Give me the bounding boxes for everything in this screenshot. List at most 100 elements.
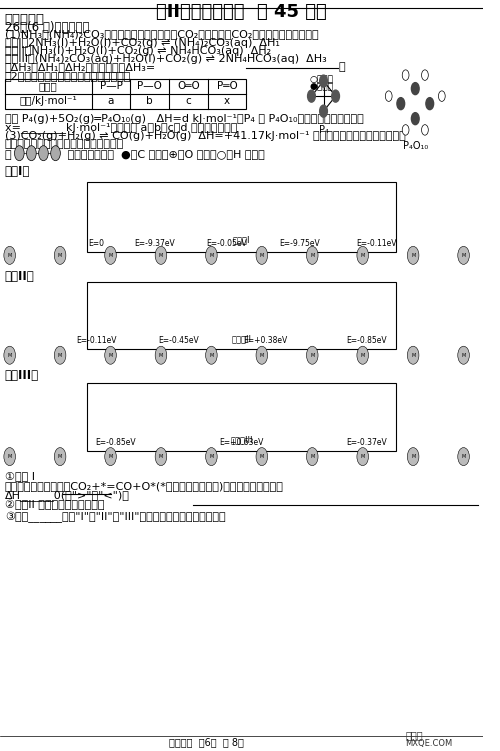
Text: M: M xyxy=(17,151,21,155)
Circle shape xyxy=(26,146,36,161)
Text: M: M xyxy=(462,253,466,258)
Circle shape xyxy=(155,246,167,264)
Text: 步骤I：: 步骤I： xyxy=(5,165,30,178)
Bar xyxy=(87,182,396,252)
Text: M: M xyxy=(8,454,12,459)
Circle shape xyxy=(38,146,48,161)
Text: M: M xyxy=(159,353,163,357)
Text: 键能/kJ·mol⁻¹: 键能/kJ·mol⁻¹ xyxy=(20,96,77,107)
Text: M: M xyxy=(210,353,214,357)
Text: M: M xyxy=(210,454,214,459)
Text: E=+0.63eV: E=+0.63eV xyxy=(219,438,264,447)
Text: ΔH______0(填">"或"<")。: ΔH______0(填">"或"<")。 xyxy=(5,490,130,501)
Text: P—P: P—P xyxy=(100,81,122,92)
Circle shape xyxy=(320,105,328,117)
Circle shape xyxy=(4,448,16,466)
Text: M: M xyxy=(41,151,46,155)
Circle shape xyxy=(408,346,419,364)
Bar xyxy=(87,282,396,349)
Text: E=+0.38eV: E=+0.38eV xyxy=(244,336,288,345)
Circle shape xyxy=(386,91,392,101)
Text: 步骤II：: 步骤II： xyxy=(5,270,34,283)
Circle shape xyxy=(306,448,318,466)
Text: 第II卷（非选择题  共 45 分）: 第II卷（非选择题 共 45 分） xyxy=(156,3,327,21)
Text: M: M xyxy=(310,253,314,258)
Circle shape xyxy=(320,75,328,87)
Text: E=-0.37eV: E=-0.37eV xyxy=(346,438,388,447)
Text: ①步骤 I: ①步骤 I xyxy=(5,471,35,481)
Text: M: M xyxy=(58,353,62,357)
Circle shape xyxy=(426,98,434,110)
Text: M: M xyxy=(29,151,34,155)
Bar xyxy=(87,383,396,451)
Circle shape xyxy=(4,246,16,264)
Circle shape xyxy=(438,91,445,101)
Text: x=________kJ·mol⁻¹。（用含 a、b、c、d 的代数式表示）: x=________kJ·mol⁻¹。（用含 a、b、c、d 的代数式表示） xyxy=(5,122,237,134)
Circle shape xyxy=(4,346,16,364)
Text: 则ΔH₃与ΔH₁、ΔH₂之间的关系是ΔH₃=: 则ΔH₃与ΔH₁、ΔH₂之间的关系是ΔH₃= xyxy=(5,62,156,72)
Text: M: M xyxy=(411,353,416,357)
Circle shape xyxy=(332,90,340,102)
Text: E=-0.85eV: E=-0.85eV xyxy=(96,438,136,447)
Text: ②步骤II 方框内的反应方程式为: ②步骤II 方框内的反应方程式为 xyxy=(5,500,104,511)
Text: 26．(6 分)按要求填空: 26．(6 分)按要求填空 xyxy=(5,21,89,34)
Text: 化学键: 化学键 xyxy=(39,81,58,92)
Circle shape xyxy=(104,346,117,364)
Text: M: M xyxy=(159,253,163,258)
Text: 已知 P₄(g)+5O₂(g)═P₄O₁₀(g)   ΔH=d kJ·mol⁻¹，P₄ 及 P₄O₁₀的结构如图所示。表中: 已知 P₄(g)+5O₂(g)═P₄O₁₀(g) ΔH=d kJ·mol⁻¹，P… xyxy=(5,114,364,124)
Circle shape xyxy=(422,125,428,135)
Circle shape xyxy=(54,246,66,264)
Circle shape xyxy=(308,90,316,102)
Text: P—O: P—O xyxy=(138,81,162,92)
Text: E=-0.45eV: E=-0.45eV xyxy=(158,336,199,345)
Circle shape xyxy=(402,70,409,80)
Circle shape xyxy=(357,448,368,466)
Text: M: M xyxy=(310,454,314,459)
Circle shape xyxy=(458,448,469,466)
Text: 反应II：NH₃(l)+H₂O(l)+CO₂(g) ⇌ NH₄HCO₃(aq)  ΔH₂: 反应II：NH₃(l)+H₂O(l)+CO₂(g) ⇌ NH₄HCO₃(aq) … xyxy=(5,46,271,56)
Text: M: M xyxy=(411,454,416,459)
Text: P₄O₁₀: P₄O₁₀ xyxy=(402,141,428,151)
Text: M: M xyxy=(260,353,264,357)
Text: MXQE.COM: MXQE.COM xyxy=(406,739,453,748)
Text: P₄: P₄ xyxy=(318,125,328,134)
Text: 反应I：2NH₃(l)+H₂O(l)+CO₂(g) ⇌ (NH₄)₂CO₃(aq)  ΔH₁: 反应I：2NH₃(l)+H₂O(l)+CO₂(g) ⇌ (NH₄)₂CO₃(aq… xyxy=(5,38,280,47)
Circle shape xyxy=(155,346,167,364)
Circle shape xyxy=(357,346,368,364)
Text: c: c xyxy=(186,96,191,107)
Text: P═O: P═O xyxy=(216,81,238,92)
Text: 过渡态II: 过渡态II xyxy=(232,334,252,343)
Text: O═O: O═O xyxy=(177,81,200,92)
Text: M: M xyxy=(8,253,12,258)
Text: M: M xyxy=(411,253,416,258)
Circle shape xyxy=(206,346,217,364)
Text: M: M xyxy=(260,454,264,459)
Text: 程的微观示意和相对能量变化如图所示：: 程的微观示意和相对能量变化如图所示： xyxy=(5,139,124,149)
Text: E=-0.05eV: E=-0.05eV xyxy=(206,239,248,248)
Text: 方框内的反应方程式为CO₂+*=CO+O*(*为催化剂活性位点)由图可知，其反应热: 方框内的反应方程式为CO₂+*=CO+O*(*为催化剂活性位点)由图可知，其反应… xyxy=(5,481,283,490)
Circle shape xyxy=(397,98,404,110)
Text: M: M xyxy=(210,253,214,258)
Circle shape xyxy=(357,246,368,264)
Text: 。: 。 xyxy=(338,62,344,72)
Circle shape xyxy=(422,70,428,80)
Circle shape xyxy=(402,125,409,135)
Circle shape xyxy=(104,448,117,466)
Text: M: M xyxy=(58,253,62,258)
Text: （                为金属催化剂，  ●为C 原子，⊕为O 原子，○为H 原子）: （ 为金属催化剂， ●为C 原子，⊕为O 原子，○为H 原子） xyxy=(5,149,264,159)
Circle shape xyxy=(155,448,167,466)
Circle shape xyxy=(306,346,318,364)
Text: M: M xyxy=(108,253,112,258)
Circle shape xyxy=(408,246,419,264)
Text: E=-0.85eV: E=-0.85eV xyxy=(346,336,388,345)
Text: (1)NH₃和(NH₄)₂CO₃被用作工业捕碳剂（捕获CO₂），它们与CO₂可发生如下可逆反应：: (1)NH₃和(NH₄)₂CO₃被用作工业捕碳剂（捕获CO₂），它们与CO₂可发… xyxy=(5,29,318,39)
Circle shape xyxy=(104,246,117,264)
Circle shape xyxy=(256,346,268,364)
Text: (3)CO₂(g)+H₂(g) ⇌ CO(g)+H₂O(g)  ΔH=+41.17kJ·mol⁻¹ 为逆水煤气变换反应，其反应历: (3)CO₂(g)+H₂(g) ⇌ CO(g)+H₂O(g) ΔH=+41.17… xyxy=(5,131,406,140)
Text: b: b xyxy=(146,96,153,107)
Text: M: M xyxy=(360,353,365,357)
Text: 过渡态III: 过渡态III xyxy=(230,436,252,445)
Text: E=-0.11eV: E=-0.11eV xyxy=(76,336,117,345)
Text: x: x xyxy=(224,96,230,107)
Circle shape xyxy=(206,448,217,466)
